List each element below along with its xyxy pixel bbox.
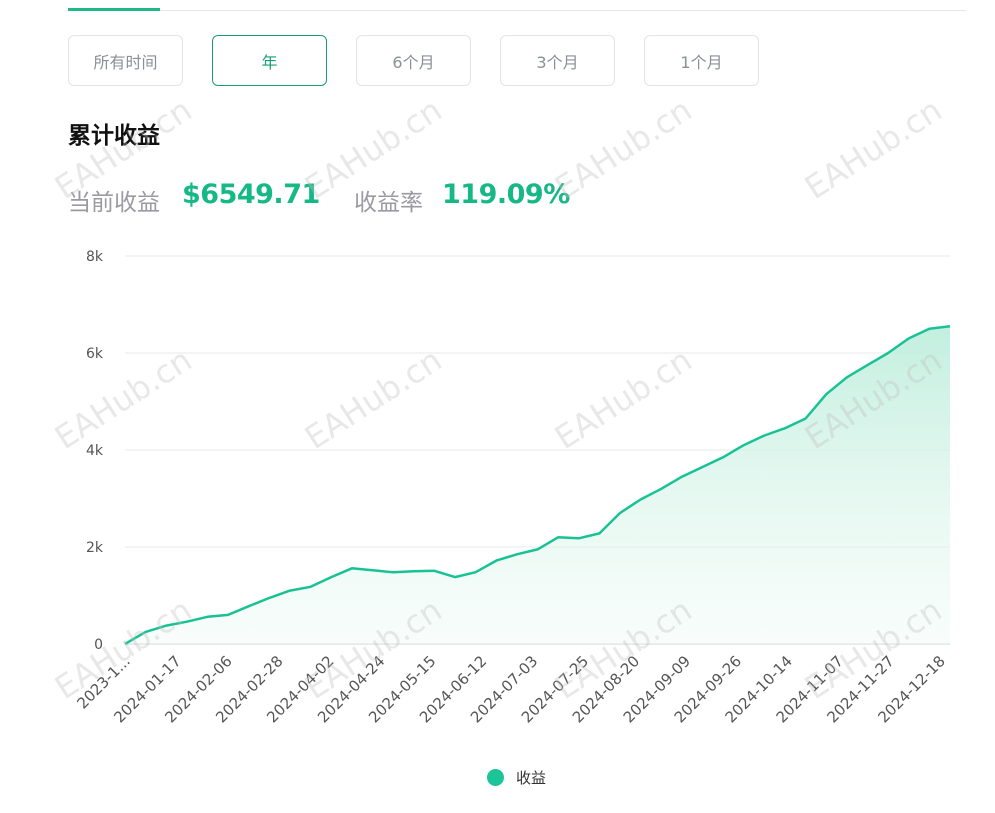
- y-axis: 0 2k 4k 6k 8k: [86, 249, 104, 653]
- chart-legend[interactable]: 收益: [487, 767, 546, 788]
- x-axis: 2023-1...2024-01-172024-02-062024-02-282…: [73, 652, 948, 726]
- series-area-earnings: [125, 326, 950, 644]
- series-line-earnings: [124, 325, 951, 646]
- section-title: 累计收益: [68, 123, 160, 149]
- tab-divider: [68, 10, 966, 11]
- y-tick-label: 0: [94, 637, 103, 653]
- range-6-months-button[interactable]: 6个月: [356, 35, 471, 86]
- legend-marker-earnings: [487, 769, 504, 786]
- range-all-time-button[interactable]: 所有时间: [68, 35, 183, 86]
- return-rate-label: 收益率: [354, 190, 423, 216]
- tab-active-indicator: [68, 8, 160, 11]
- y-tick-label: 6k: [86, 346, 104, 362]
- legend-label-earnings: 收益: [516, 769, 547, 787]
- current-earnings-value: $6549.71: [182, 179, 320, 210]
- range-year-button[interactable]: 年: [212, 35, 327, 86]
- range-1-month-button[interactable]: 1个月: [644, 35, 759, 86]
- y-tick-label: 2k: [86, 540, 104, 556]
- range-3-months-button[interactable]: 3个月: [500, 35, 615, 86]
- current-earnings-label: 当前收益: [68, 190, 160, 216]
- y-tick-label: 8k: [86, 249, 104, 265]
- y-tick-label: 4k: [86, 443, 104, 459]
- return-rate-value: 119.09%: [442, 179, 570, 210]
